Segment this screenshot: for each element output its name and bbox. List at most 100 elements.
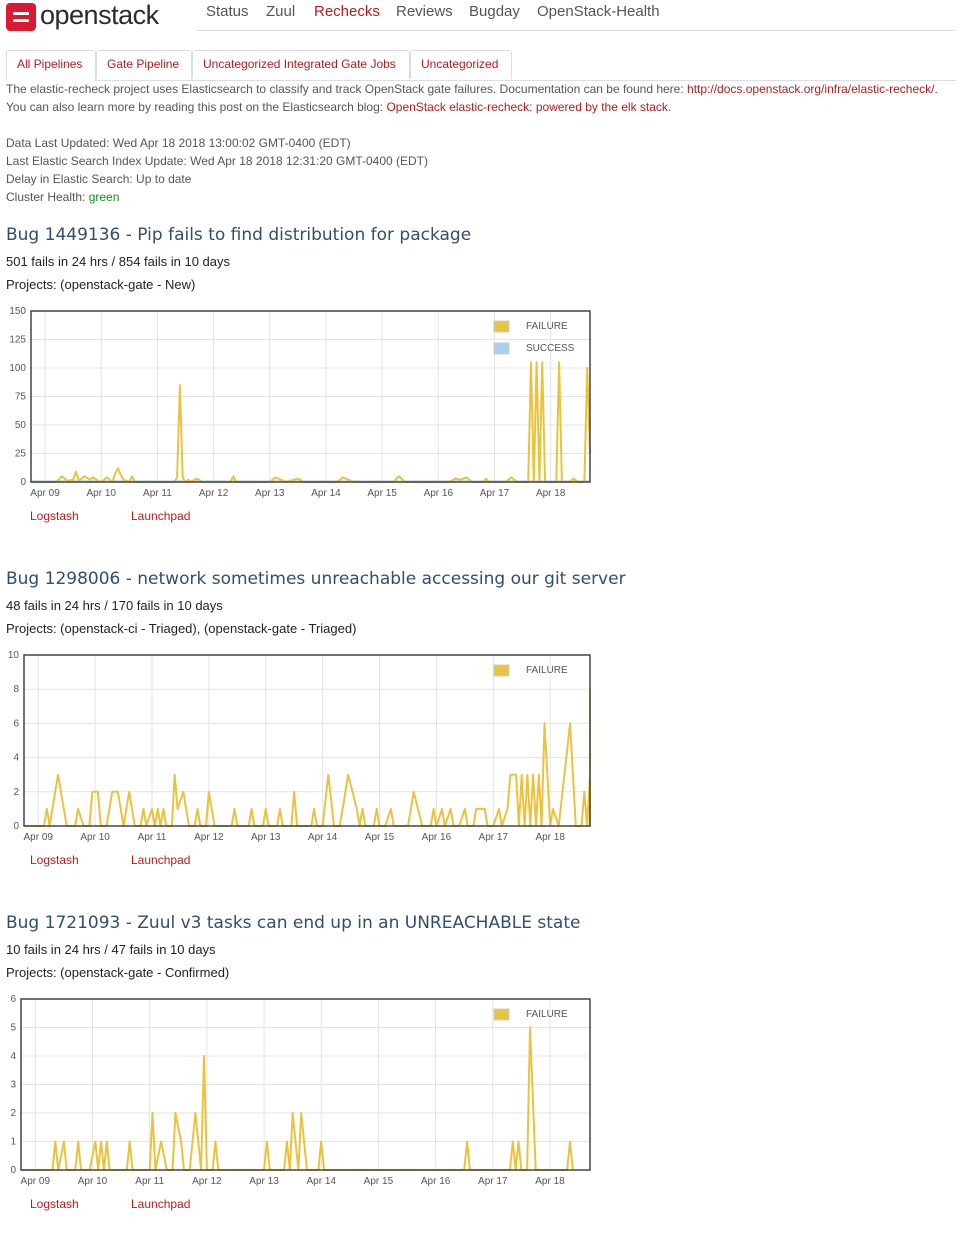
logstash-link-1298006[interactable]: Logstash: [30, 853, 79, 867]
legend-label-failure: FAILURE: [526, 1009, 568, 1020]
x-tick-label: Apr 10: [86, 488, 116, 499]
brand-name: openstack: [40, 0, 159, 30]
elastic-delay: Delay in Elastic Search: Up to date: [6, 172, 192, 186]
nav-zuul[interactable]: Zuul: [266, 3, 296, 20]
blog-link[interactable]: OpenStack elastic-recheck: powered by th…: [386, 100, 668, 114]
x-tick-label: Apr 13: [249, 1176, 279, 1187]
cluster-health-label: Cluster Health:: [6, 190, 89, 204]
tab-gate-pipeline[interactable]: Gate Pipeline: [96, 50, 192, 79]
x-tick-label: Apr 16: [422, 832, 452, 843]
x-tick-label: Apr 16: [421, 1176, 451, 1187]
x-tick-label: Apr 12: [194, 832, 224, 843]
x-tick-label: Apr 17: [479, 832, 509, 843]
x-tick-label: Apr 15: [367, 488, 397, 499]
bug-title-1721093[interactable]: Bug 1721093 - Zuul v3 tasks can end up i…: [6, 913, 581, 933]
logstash-link-1449136[interactable]: Logstash: [30, 509, 79, 523]
x-tick-label: Apr 13: [251, 832, 281, 843]
x-tick-label: Apr 14: [308, 832, 338, 843]
y-tick-label: 125: [9, 335, 26, 346]
x-tick-label: Apr 11: [143, 488, 172, 499]
x-tick-label: Apr 17: [480, 488, 510, 499]
bug-projects-1298006: Projects: (openstack-ci - Triaged), (ope…: [6, 621, 357, 636]
intro-line-2: You can also learn more by reading this …: [6, 100, 671, 114]
cluster-health: Cluster Health: green: [6, 190, 119, 204]
x-tick-label: Apr 09: [30, 488, 60, 499]
x-tick-label: Apr 10: [80, 832, 110, 843]
legend-label-success: SUCCESS: [526, 343, 575, 354]
y-tick-label: 4: [13, 753, 19, 764]
intro-text-2: You can also learn more by reading this …: [6, 100, 387, 114]
x-tick-label: Apr 16: [424, 488, 454, 499]
x-tick-label: Apr 18: [535, 1176, 565, 1187]
legend-swatch-failure: [493, 664, 510, 677]
openstack-logo[interactable]: openstack: [6, 0, 166, 32]
y-tick-label: 50: [15, 420, 27, 431]
launchpad-link-1721093[interactable]: Launchpad: [131, 1197, 191, 1211]
launchpad-link-1449136[interactable]: Launchpad: [131, 509, 191, 523]
y-tick-label: 2: [10, 1108, 16, 1119]
x-tick-label: Apr 14: [306, 1176, 336, 1187]
x-tick-label: Apr 17: [478, 1176, 508, 1187]
bug-projects-1449136: Projects: (openstack-gate - New): [6, 277, 196, 292]
bug-1449136-chart: Apr 09 Apr 10 Apr 11 Apr 12 Apr 13 Apr 14 Apr …: [9, 306, 591, 499]
bug-projects-1721093: Projects: (openstack-gate - Confirmed): [6, 965, 230, 980]
nav-bugday[interactable]: Bugday: [469, 3, 520, 20]
logstash-link-1721093[interactable]: Logstash: [30, 1197, 79, 1211]
bug-1298006-chart: Apr 09 Apr 10 Apr 11 Apr 12 Apr 13 Apr 14 Apr …: [8, 650, 591, 843]
x-tick-label: Apr 15: [365, 832, 395, 843]
x-tick-label: Apr 18: [536, 488, 566, 499]
x-tick-label: Apr 11: [138, 832, 167, 843]
x-tick-label: Apr 09: [23, 832, 53, 843]
x-tick-label: Apr 11: [135, 1176, 164, 1187]
nav-status[interactable]: Status: [206, 3, 249, 20]
plot-frame: [23, 654, 591, 827]
y-tick-label: 6: [10, 994, 16, 1005]
nav-openstack-health[interactable]: OpenStack-Health: [537, 3, 660, 20]
x-tick-label: Apr 13: [255, 488, 285, 499]
x-tick-label: Apr 14: [311, 488, 341, 499]
y-tick-label: 4: [10, 1051, 16, 1062]
legend-swatch-failure: [493, 320, 510, 333]
y-tick-label: 0: [20, 477, 26, 488]
launchpad-link-1298006[interactable]: Launchpad: [131, 853, 191, 867]
y-tick-label: 6: [13, 718, 19, 729]
y-tick-label: 0: [13, 821, 19, 832]
y-tick-label: 8: [13, 684, 19, 695]
x-tick-label: Apr 12: [199, 488, 229, 499]
y-tick-label: 3: [10, 1080, 16, 1091]
y-tick-label: 1: [10, 1137, 16, 1148]
y-tick-label: 75: [15, 392, 27, 403]
legend-swatch-success: [493, 342, 510, 355]
intro-line-1: The elastic-recheck project uses Elastic…: [6, 82, 938, 96]
docs-link[interactable]: http://docs.openstack.org/infra/elastic-…: [687, 82, 935, 96]
bug-title-1298006[interactable]: Bug 1298006 - network sometimes unreacha…: [6, 569, 626, 589]
y-tick-label: 25: [15, 449, 27, 460]
x-tick-label: Apr 10: [78, 1176, 108, 1187]
bug-fails-1449136: 501 fails in 24 hrs / 854 fails in 10 da…: [6, 254, 231, 269]
tab-all-pipelines[interactable]: All Pipelines: [6, 50, 96, 81]
y-tick-label: 2: [13, 787, 19, 798]
y-tick-label: 0: [10, 1165, 16, 1176]
y-tick-label: 5: [10, 1023, 16, 1034]
legend-label-failure: FAILURE: [526, 665, 568, 676]
plot-frame: [30, 310, 591, 483]
nav-reviews[interactable]: Reviews: [396, 3, 453, 20]
plot-frame: [20, 998, 591, 1171]
nav-rechecks[interactable]: Rechecks: [314, 3, 380, 20]
intro-end-1: .: [934, 82, 938, 96]
data-last-updated: Data Last Updated: Wed Apr 18 2018 13:00…: [6, 136, 351, 150]
plot-area: [24, 655, 590, 826]
x-tick-label: Apr 09: [21, 1176, 51, 1187]
bug-title-1449136[interactable]: Bug 1449136 - Pip fails to find distribu…: [6, 225, 472, 245]
openstack-logo-icon: [6, 3, 36, 31]
intro-end-2: .: [667, 100, 672, 114]
legend-label-failure: FAILURE: [526, 321, 568, 332]
tab-uncategorized[interactable]: Uncategorized: [410, 50, 512, 79]
series-line-failure: [24, 688, 591, 827]
y-tick-label: 100: [9, 363, 26, 374]
x-tick-label: Apr 15: [364, 1176, 394, 1187]
x-tick-label: Apr 12: [192, 1176, 222, 1187]
legend-swatch-failure: [493, 1008, 510, 1021]
y-tick-label: 150: [9, 306, 26, 317]
tab-uncategorized-integrated-gate-jobs[interactable]: Uncategorized Integrated Gate Jobs: [192, 50, 410, 79]
